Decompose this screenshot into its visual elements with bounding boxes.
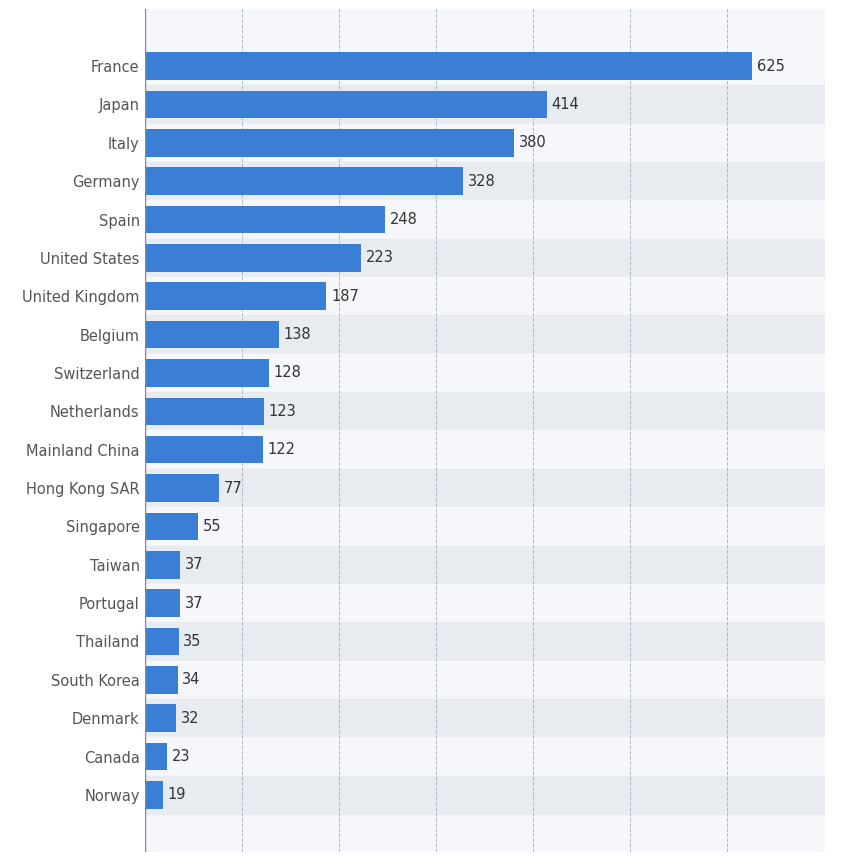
Bar: [144, 430, 824, 469]
Bar: [144, 474, 219, 502]
Bar: [144, 129, 513, 157]
Bar: [144, 623, 824, 660]
Text: 19: 19: [167, 787, 186, 802]
Bar: [144, 666, 178, 694]
Bar: [144, 507, 824, 546]
Text: 23: 23: [172, 749, 190, 764]
Bar: [144, 282, 326, 310]
Bar: [144, 628, 178, 655]
Bar: [144, 85, 824, 124]
Bar: [144, 321, 279, 349]
Bar: [144, 436, 263, 463]
Text: 128: 128: [274, 365, 302, 381]
Text: 138: 138: [283, 327, 311, 342]
Bar: [144, 90, 547, 118]
Bar: [144, 277, 824, 315]
Bar: [144, 743, 167, 771]
Text: 37: 37: [185, 557, 204, 573]
Bar: [144, 392, 824, 430]
Bar: [144, 589, 180, 616]
Bar: [144, 47, 824, 85]
Bar: [144, 546, 824, 584]
Bar: [144, 660, 824, 699]
Bar: [144, 354, 824, 392]
Bar: [144, 704, 176, 732]
Bar: [144, 238, 824, 277]
Text: 55: 55: [203, 519, 221, 534]
Bar: [144, 162, 824, 201]
Bar: [144, 124, 824, 162]
Text: 123: 123: [269, 404, 297, 418]
Bar: [144, 398, 264, 425]
Text: 380: 380: [518, 135, 547, 151]
Bar: [144, 53, 751, 80]
Text: 187: 187: [331, 288, 359, 304]
Text: 32: 32: [180, 710, 199, 726]
Bar: [144, 699, 824, 737]
Text: 122: 122: [268, 443, 296, 457]
Bar: [144, 469, 824, 507]
Bar: [144, 201, 824, 238]
Text: 328: 328: [468, 174, 496, 189]
Bar: [144, 584, 824, 623]
Text: 414: 414: [552, 97, 580, 112]
Text: 248: 248: [390, 212, 418, 227]
Bar: [144, 512, 198, 540]
Bar: [144, 776, 824, 814]
Text: 625: 625: [756, 59, 785, 74]
Bar: [144, 551, 180, 579]
Text: 35: 35: [184, 634, 201, 649]
Text: 34: 34: [183, 672, 201, 687]
Bar: [144, 315, 824, 354]
Bar: [144, 245, 361, 272]
Bar: [144, 167, 463, 195]
Bar: [144, 359, 269, 387]
Text: 37: 37: [185, 596, 204, 610]
Text: 223: 223: [366, 251, 394, 265]
Bar: [144, 737, 824, 776]
Bar: [144, 206, 385, 233]
Text: 77: 77: [224, 480, 243, 496]
Bar: [144, 781, 163, 808]
